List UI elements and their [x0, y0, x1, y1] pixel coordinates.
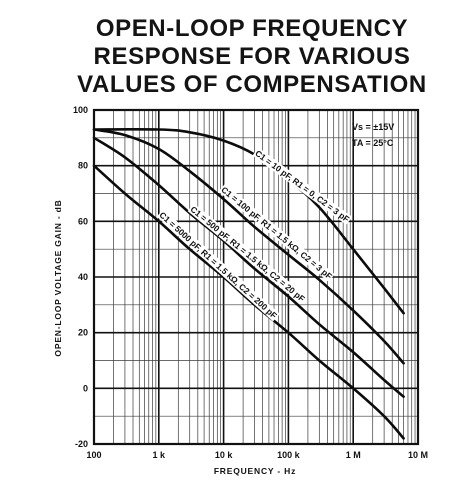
- series-label-backdrop: [187, 203, 308, 305]
- title-line-2: RESPONSE FOR VARIOUS: [94, 43, 411, 70]
- series-label-backdrop: [218, 183, 335, 282]
- series-line-3: [92, 136, 405, 398]
- x-tick-label: 1 k: [153, 450, 167, 460]
- y-tick-label: 60: [78, 216, 88, 226]
- title-line-3: VALUES OF COMPENSATION: [77, 71, 427, 98]
- title-line-1: OPEN-LOOP FREQUENCY: [96, 15, 408, 42]
- series-label-backdrop: [252, 147, 353, 225]
- y-tick-label: 100: [73, 105, 88, 115]
- y-tick-label: 80: [78, 161, 88, 171]
- y-tick-label: -20: [75, 439, 88, 449]
- y-axis-label: OPEN-LOOP VOLTAGE GAIN - dB: [53, 199, 63, 356]
- y-tick-label: 0: [83, 383, 88, 393]
- series-line-2: [92, 128, 405, 365]
- x-axis-label: FREQUENCY - Hz: [214, 466, 296, 476]
- x-tick-label: 100: [86, 450, 101, 460]
- y-tick-label: 40: [78, 272, 88, 282]
- x-tick-label: 10 M: [408, 450, 428, 460]
- series-line-4: [92, 164, 405, 440]
- condition-ta: TA = 25°C: [352, 138, 394, 148]
- chart-title: OPEN-LOOP FREQUENCY RESPONSE FOR VARIOUS…: [77, 15, 427, 98]
- conditions-box: Vs = ±15V TA = 25°C: [352, 122, 394, 148]
- grid: [93, 109, 419, 445]
- plot-frame: [92, 108, 420, 446]
- x-tick-label: 10 k: [215, 450, 234, 460]
- series-label-1: C1 = 10 pF, R1 = 0, C2 = 3 pF: [253, 148, 351, 224]
- y-tick-label: 20: [78, 328, 88, 338]
- plot-border: [92, 108, 420, 446]
- series-label-backdrop: [156, 209, 280, 322]
- x-tick-label: 100 k: [277, 450, 301, 460]
- data-series: [92, 127, 405, 440]
- x-tick-label: 1 M: [346, 450, 361, 460]
- tick-labels: 100 1 k 10 k 100 k 1 M 10 M 100 80 60 40 20 0 -20: [73, 105, 428, 460]
- condition-vs: Vs = ±15V: [352, 122, 394, 132]
